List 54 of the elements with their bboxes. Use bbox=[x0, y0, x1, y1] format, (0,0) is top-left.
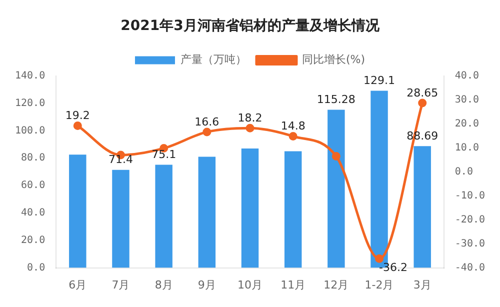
data-label: 14.8 bbox=[280, 120, 306, 133]
y-tick-label: 0.0 bbox=[27, 262, 46, 274]
y-tick-label: 120.0 bbox=[14, 98, 46, 109]
bar bbox=[198, 156, 216, 268]
point bbox=[73, 121, 82, 130]
legend-label: 产量（万吨） bbox=[180, 53, 246, 66]
point bbox=[246, 124, 254, 132]
x-tick-label: 6月 bbox=[68, 278, 87, 292]
bar bbox=[69, 154, 86, 268]
x-tick-label: 3月 bbox=[413, 278, 432, 292]
data-label: 16.6 bbox=[194, 115, 220, 128]
x-tick-label: 9月 bbox=[198, 278, 216, 292]
y2-tick-label: 40.0 bbox=[454, 70, 479, 82]
bar bbox=[284, 151, 302, 268]
bar bbox=[112, 170, 130, 268]
y2-tick-label: -30.0 bbox=[454, 238, 486, 250]
data-label: 19.2 bbox=[65, 109, 90, 122]
bar bbox=[328, 110, 345, 268]
x-tick-label: 1-2月 bbox=[364, 278, 394, 292]
legend-label: 同比增长(%) bbox=[302, 53, 366, 66]
data-label: 129.1 bbox=[364, 74, 396, 88]
chart-title: 2021年3月河南省铝材的产量及增长情况 bbox=[120, 17, 380, 34]
data-label: 71.4 bbox=[108, 153, 133, 166]
x-tick-label: 7月 bbox=[112, 278, 130, 292]
x-tick-label: 8月 bbox=[154, 278, 173, 292]
y2-tick-label: -20.0 bbox=[454, 214, 486, 226]
y2-tick-label: -10.0 bbox=[454, 190, 486, 202]
x-tick-label: 12月 bbox=[324, 278, 349, 292]
point bbox=[418, 98, 427, 108]
bar bbox=[414, 146, 431, 268]
y2-tick-label: 20.0 bbox=[454, 118, 479, 130]
data-label: 18.2 bbox=[238, 111, 262, 124]
x-tick-label: 10月 bbox=[238, 278, 262, 292]
y2-tick-label: 30.0 bbox=[454, 94, 479, 106]
y2-tick-label: -40.0 bbox=[454, 262, 486, 274]
y-tick-label: 100.0 bbox=[14, 125, 46, 136]
y-tick-label: 80.0 bbox=[21, 152, 46, 164]
x-tick-label: 11月 bbox=[280, 278, 306, 292]
data-label: 28.65 bbox=[406, 86, 438, 100]
y-tick-label: 40.0 bbox=[21, 208, 46, 219]
y2-tick-label: 0.0 bbox=[454, 166, 473, 178]
data-label: 115.28 bbox=[316, 93, 356, 106]
point bbox=[202, 128, 212, 136]
point bbox=[375, 254, 384, 263]
point bbox=[332, 152, 340, 160]
y-tick-label: 20.0 bbox=[21, 234, 46, 246]
bar bbox=[241, 148, 259, 268]
y-tick-label: 60.0 bbox=[21, 180, 46, 192]
y2-tick-label: 10.0 bbox=[454, 142, 479, 154]
data-label: 75.1 bbox=[152, 148, 176, 162]
point bbox=[288, 132, 298, 141]
data-label: -36.2 bbox=[379, 261, 408, 274]
y-tick-label: 140.0 bbox=[14, 70, 46, 82]
bar bbox=[155, 164, 172, 268]
